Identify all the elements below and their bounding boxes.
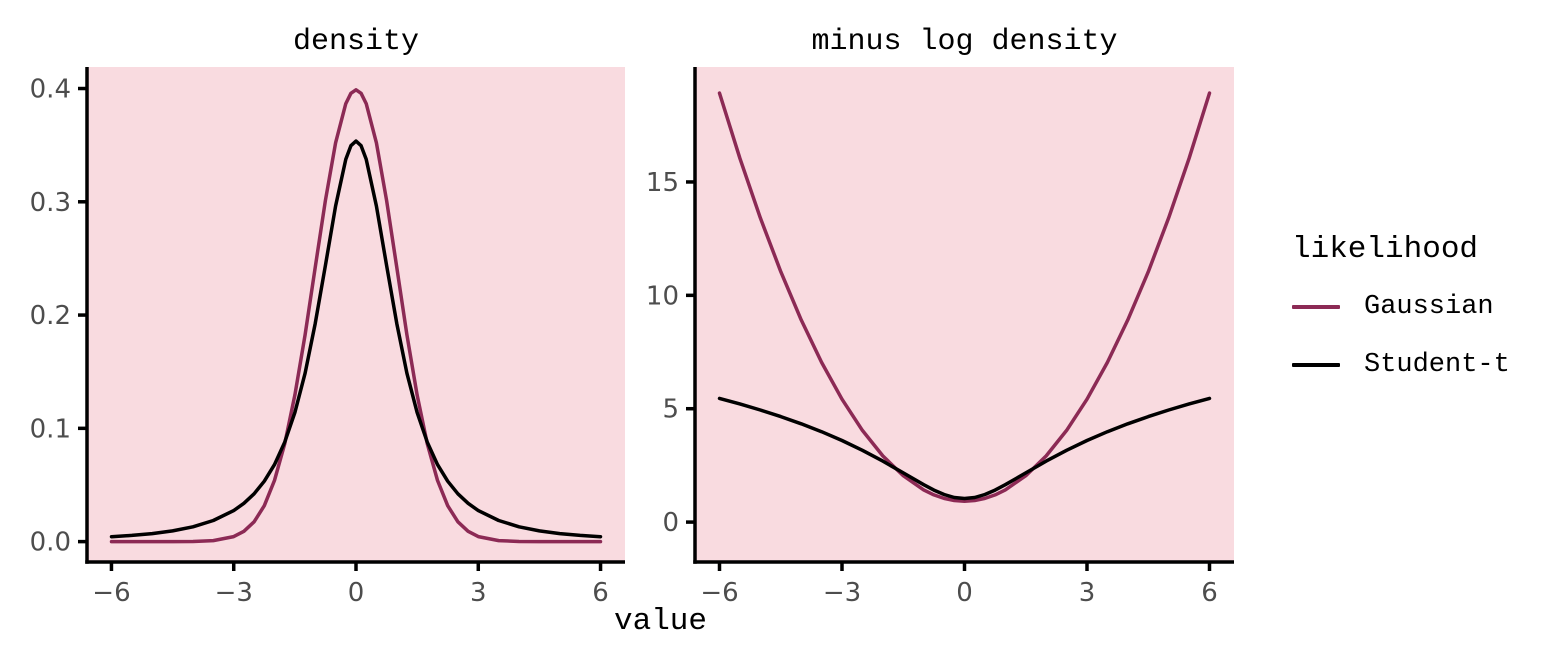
legend-title: likelihood [1292,232,1479,267]
gaussian-curve [717,91,1212,504]
y-tick-label: 0 [662,508,679,538]
panel-title-density: density [292,25,420,59]
y-tick-label: 0.0 [30,528,71,558]
y-tick-label: 10 [646,281,679,311]
gaussian-line-swatch [1292,305,1340,309]
panel-background [695,67,1234,562]
student-t-curve [109,139,603,539]
legend-entry-gaussian: Gaussian [1292,292,1510,322]
legend-label-gaussian: Gaussian [1364,292,1494,322]
x-axis-label: value [613,604,707,639]
x-tick-label: 6 [1201,578,1218,608]
x-tick-label: 3 [1079,578,1096,608]
panel-title-minus-log-density: minus log density [811,25,1118,59]
gaussian-curve [109,88,603,544]
x-tick-label: −6 [700,578,738,608]
panel-background [87,67,625,562]
y-tick-label: 0.1 [30,414,71,444]
x-tick-label: −3 [215,578,253,608]
x-tick-label: −3 [823,578,861,608]
x-tick-label: 3 [470,578,487,608]
y-tick-label: 0.2 [30,301,71,331]
student-t-line-swatch [1292,363,1340,367]
x-tick-label: −6 [92,578,130,608]
y-tick-label: 0.3 [30,188,71,218]
panel-density: −6 −3 0 3 6 0.0 0.1 0.2 0.3 0.4 [30,67,625,608]
legend-entry-student-t: Student-t [1292,350,1510,380]
y-tick-label: 15 [646,168,679,198]
student-t-curve [717,396,1212,501]
x-tick-label: 6 [592,578,609,608]
y-tick-label: 5 [662,395,679,425]
x-tick-label: 0 [956,578,973,608]
panel-minus-log-density: −6 −3 0 3 6 0 5 10 15 [646,67,1234,608]
y-tick-label: 0.4 [30,75,71,105]
legend-label-student-t: Student-t [1364,350,1510,380]
legend: likelihood Gaussian Student-t [1292,232,1510,408]
x-tick-label: 0 [348,578,365,608]
